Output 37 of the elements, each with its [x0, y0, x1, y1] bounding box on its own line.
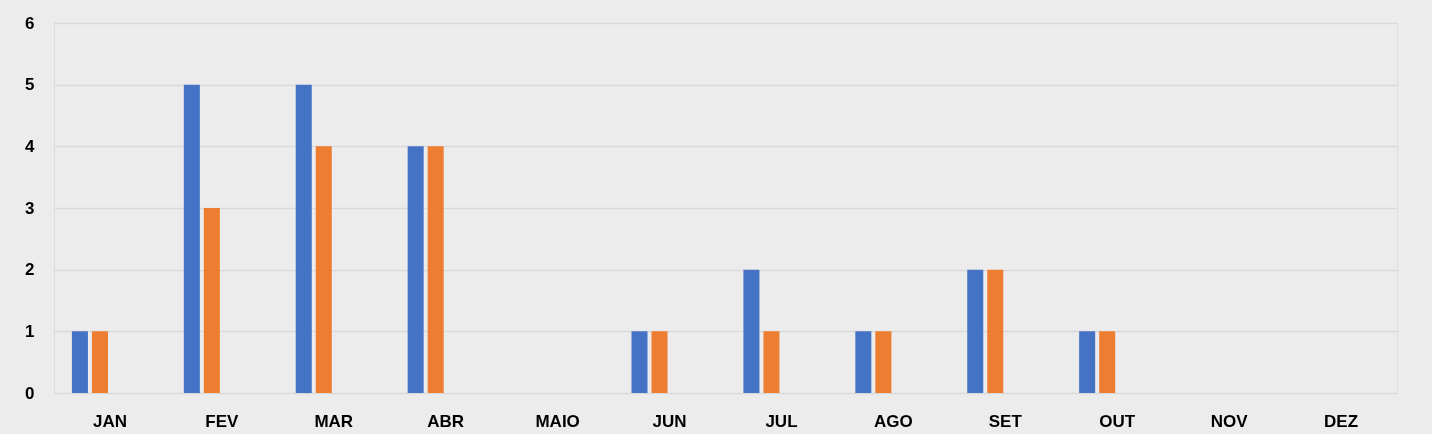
x-tick-label: ABR — [427, 411, 465, 431]
y-tick-label: 4 — [25, 136, 36, 156]
bar — [427, 146, 444, 393]
x-tick-label: JUN — [652, 411, 687, 431]
bar — [875, 331, 892, 393]
x-tick-label: JUL — [765, 411, 798, 431]
bar — [183, 84, 200, 393]
bar — [967, 269, 984, 393]
y-tick-label: 6 — [25, 13, 35, 33]
bar — [1079, 331, 1096, 393]
bar — [743, 269, 760, 393]
bar — [91, 331, 108, 393]
y-tick-label: 3 — [25, 198, 35, 218]
y-tick-label: 1 — [25, 321, 35, 341]
x-tick-label: SET — [988, 411, 1023, 431]
y-tick-label: 0 — [25, 383, 35, 403]
x-tick-label: AGO — [874, 411, 913, 431]
x-tick-label: NOV — [1210, 411, 1249, 431]
y-tick-label: 5 — [25, 75, 35, 95]
bar — [651, 331, 668, 393]
x-tick-label: JAN — [92, 411, 127, 431]
bar — [855, 331, 872, 393]
bar — [315, 146, 332, 393]
bar — [295, 84, 312, 393]
bar — [71, 331, 88, 393]
bar — [763, 331, 780, 393]
bar — [203, 208, 220, 393]
bar — [987, 269, 1004, 393]
bar — [407, 146, 424, 393]
bar — [631, 331, 648, 393]
bar — [1099, 331, 1116, 393]
y-tick-label: 2 — [25, 260, 35, 280]
x-tick-label: MAIO — [535, 411, 580, 431]
x-tick-label: DEZ — [1324, 411, 1359, 431]
x-tick-label: FEV — [205, 411, 240, 431]
x-tick-label: OUT — [1099, 411, 1136, 431]
x-tick-label: MAR — [314, 411, 354, 431]
